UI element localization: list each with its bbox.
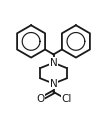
Text: N: N [50,79,57,89]
Text: O: O [36,94,45,104]
Text: Cl: Cl [61,94,72,104]
Text: N: N [50,58,57,68]
